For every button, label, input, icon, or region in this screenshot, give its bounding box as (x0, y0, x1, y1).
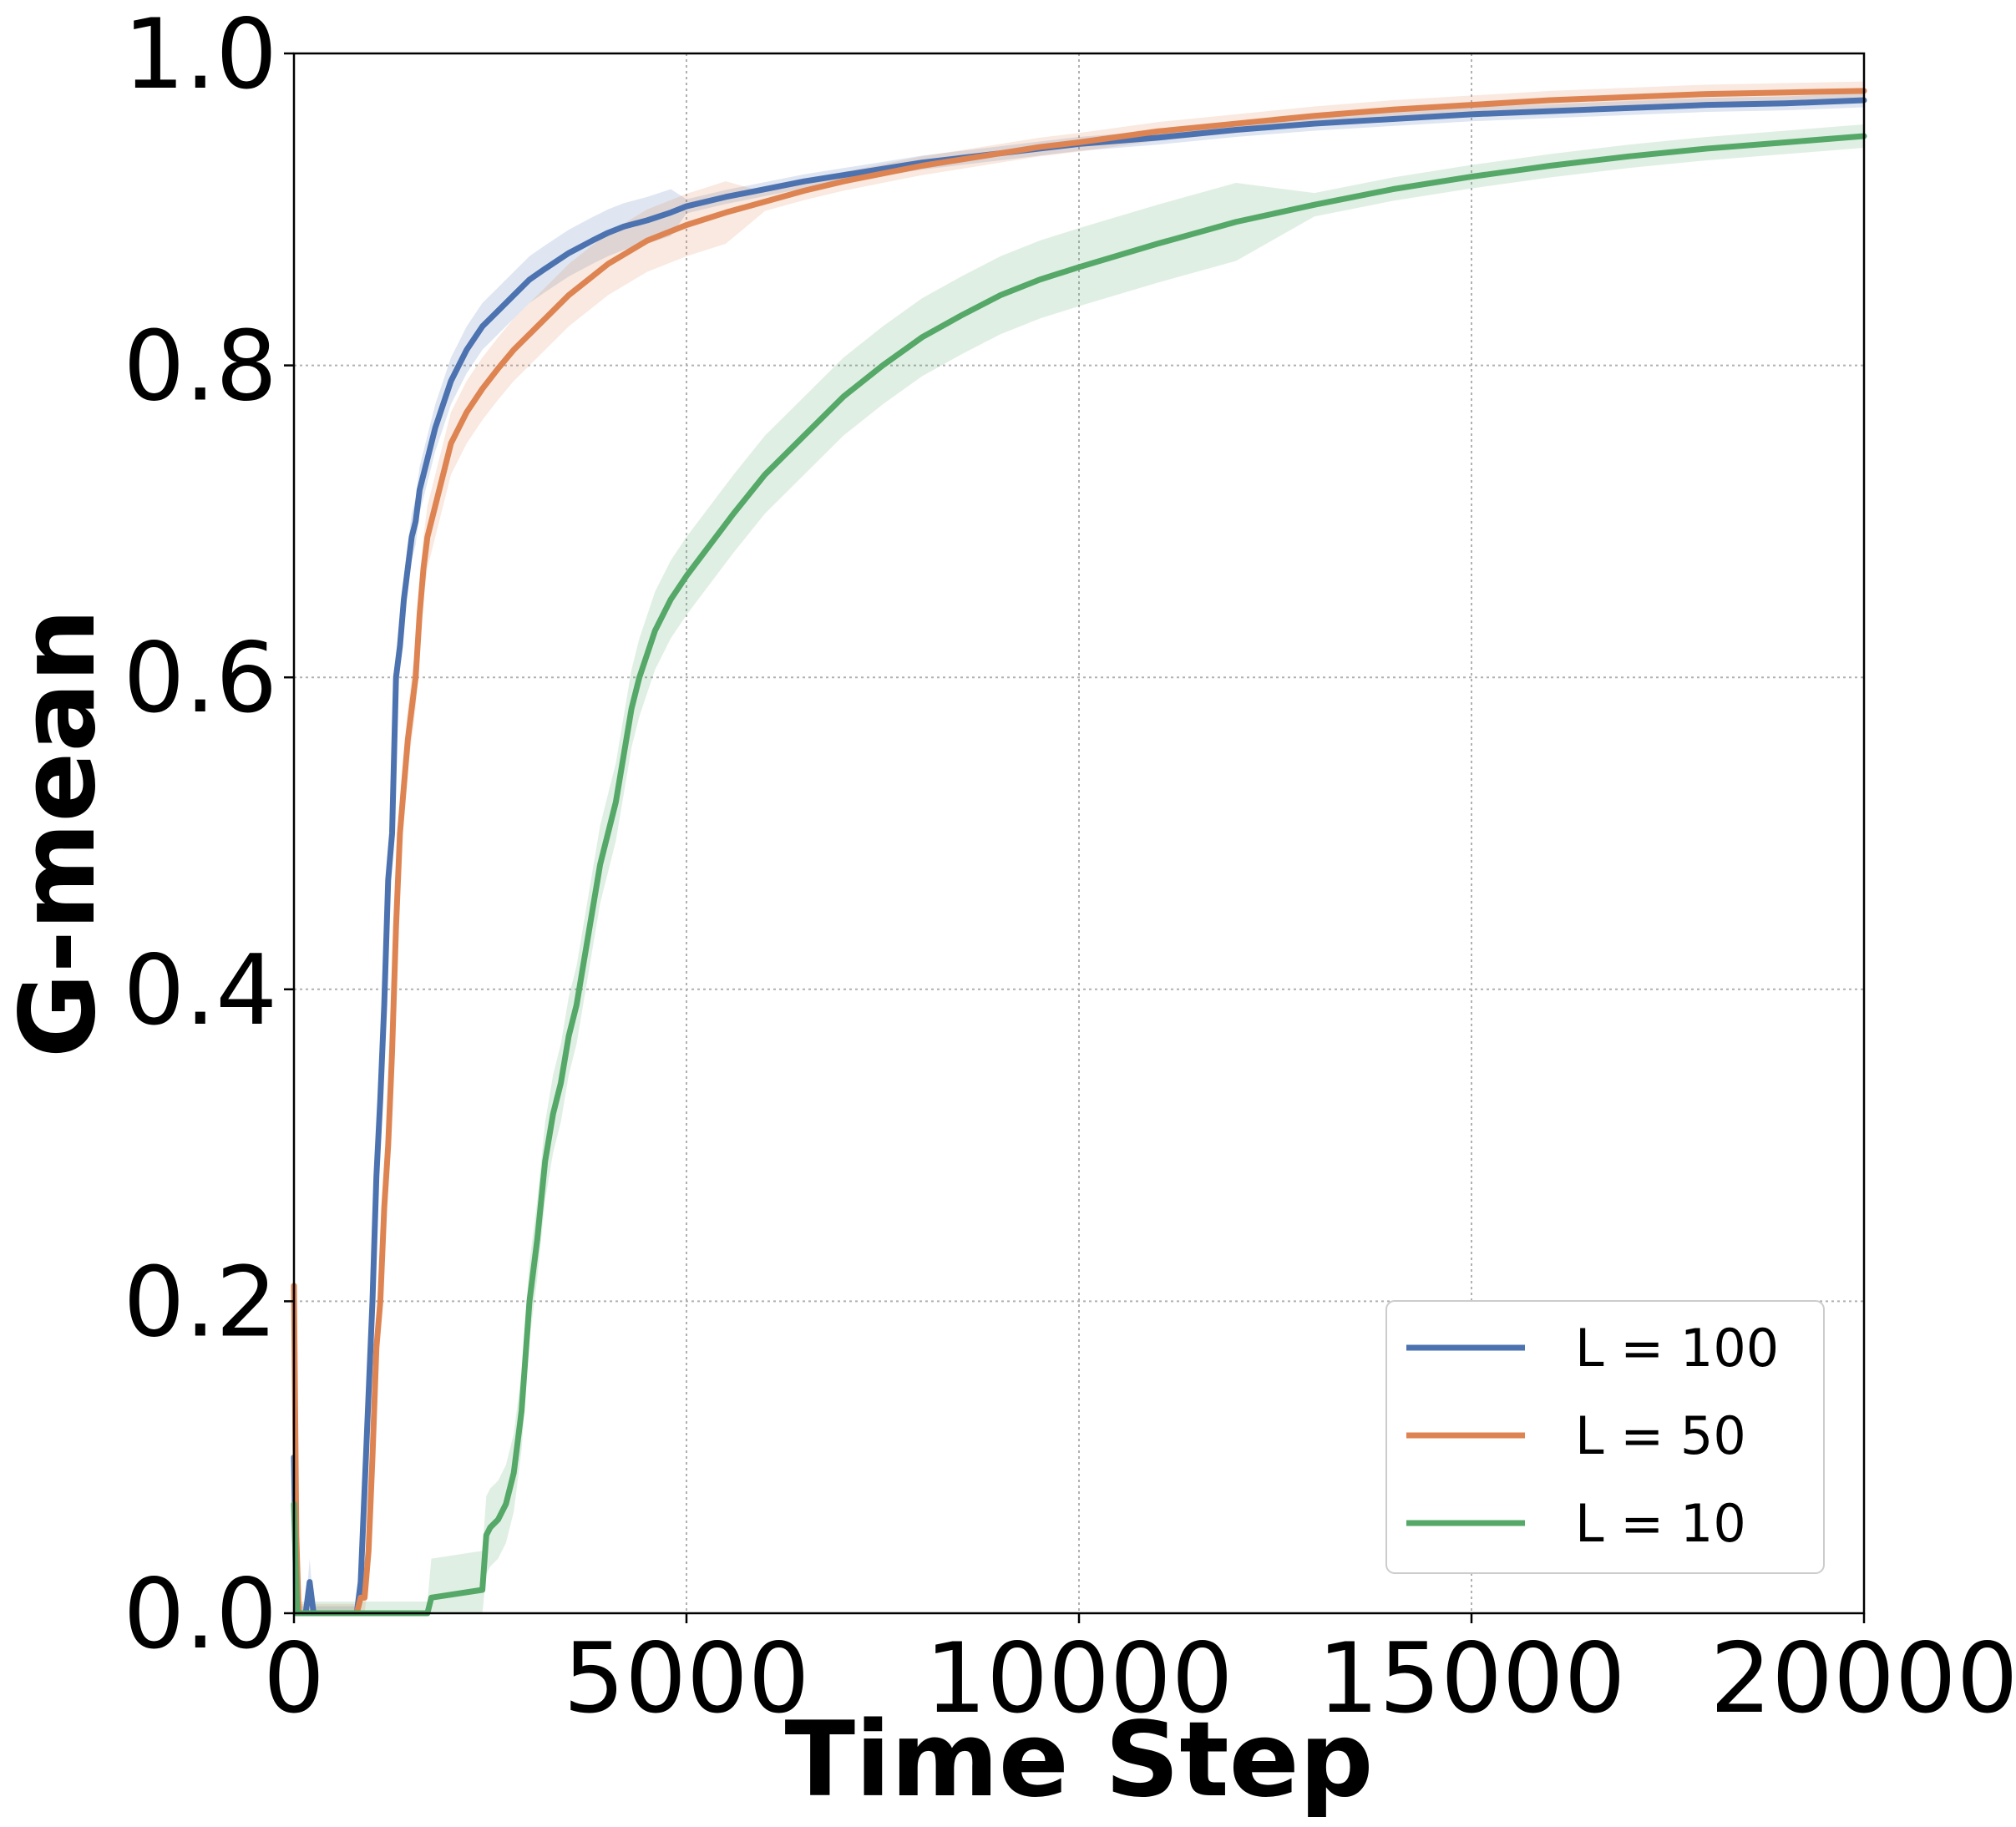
y-tick-label: 0.6 (124, 622, 277, 735)
y-tick-label: 0.2 (124, 1246, 277, 1359)
legend-label-1: L = 100 (1575, 1318, 1779, 1379)
confidence-bands (294, 81, 1864, 1613)
x-tick-label: 5000 (563, 1622, 809, 1735)
legend-label-3: L = 10 (1575, 1493, 1746, 1554)
y-tick-label: 0.4 (124, 934, 277, 1047)
y-tick-label: 0.0 (124, 1558, 277, 1671)
x-tick-label: 20000 (1710, 1622, 2016, 1735)
series-band-3 (294, 124, 1864, 1613)
y-tick-label: 1.0 (124, 0, 277, 111)
series-line-2 (291, 88, 1867, 1617)
grid (294, 53, 1864, 1613)
x-tick-label: 10000 (924, 1622, 1233, 1735)
x-axis-title: Time Step (784, 1700, 1373, 1820)
legend-box (1385, 1300, 1825, 1574)
series-lines (291, 88, 1867, 1617)
y-axis-title: G-mean (0, 609, 119, 1059)
y-tick-label: 0.8 (124, 311, 277, 423)
legend-items: L = 100 L = 50 L = 10 (1406, 1318, 1779, 1554)
axis-ticks: 0 5000 10000 15000 20000 0.0 0.2 0.4 0.6 0.8 1.0 (124, 0, 2016, 1735)
x-tick-label: 0 (263, 1622, 325, 1735)
series-line-3 (291, 133, 1867, 1617)
legend: L = 100 L = 50 L = 10 (1385, 1300, 1825, 1574)
legend-label-2: L = 50 (1575, 1405, 1746, 1466)
x-tick-label: 15000 (1317, 1622, 1625, 1735)
